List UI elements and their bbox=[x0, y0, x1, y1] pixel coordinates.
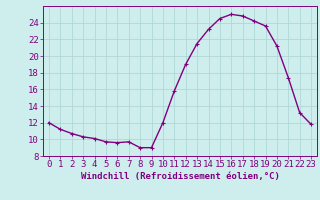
X-axis label: Windchill (Refroidissement éolien,°C): Windchill (Refroidissement éolien,°C) bbox=[81, 172, 279, 181]
